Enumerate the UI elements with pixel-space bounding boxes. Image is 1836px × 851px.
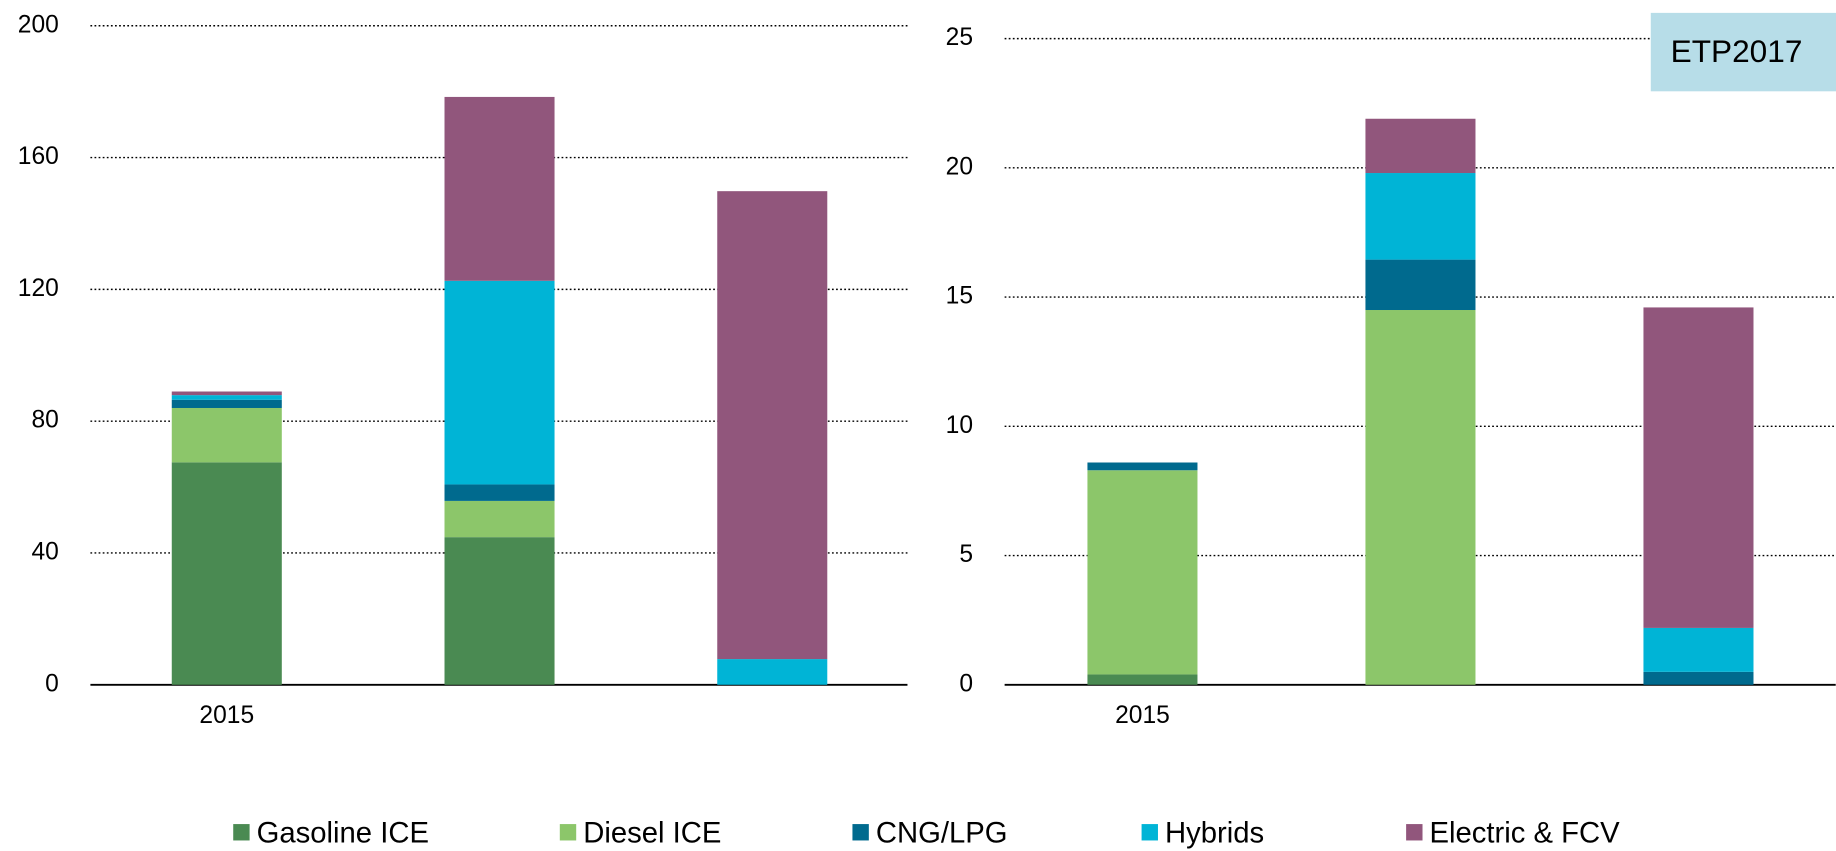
legend-label: Hybrids	[1165, 817, 1264, 849]
bar-segment: Electric & FCV	[1643, 307, 1754, 628]
x-tick-label: 2015	[199, 702, 254, 729]
bar-segment	[171, 395, 282, 400]
legend-label: Diesel ICE	[583, 817, 721, 849]
x-tick-label: 2015	[1115, 702, 1170, 729]
bar-segment	[444, 484, 555, 501]
legend-label: Gasoline ICE	[257, 817, 429, 849]
bar-segment: Diesel ICE	[1087, 470, 1198, 675]
bar-segment	[171, 399, 282, 408]
bar-segment: CNG/LPG	[1087, 462, 1198, 471]
y-tick-label: 20	[946, 153, 973, 180]
y-tick-label: 40	[31, 538, 58, 565]
y-tick-label: 120	[18, 275, 59, 302]
bar-segment: Gasoline ICE	[1087, 674, 1198, 685]
bar-segment: CNG/LPG	[1643, 671, 1754, 685]
y-tick-label: 0	[45, 670, 59, 697]
legend-swatch	[559, 824, 577, 841]
bar-segment: Hybrids	[1643, 627, 1754, 672]
y-tick-label: 25	[946, 24, 973, 51]
legend-label: CNG/LPG	[876, 817, 1008, 849]
legend-swatch	[852, 824, 869, 841]
bar-segment	[717, 659, 828, 685]
y-tick-label: 200	[18, 11, 59, 38]
bar-segment	[717, 191, 828, 660]
bar-segment	[444, 280, 555, 485]
annotation-box	[1650, 12, 1836, 92]
y-tick-label: 10	[946, 412, 973, 439]
legend-label: Electric & FCV	[1430, 817, 1621, 849]
bar-segment	[171, 407, 282, 463]
bar-segment: Hybrids	[1365, 173, 1476, 260]
y-tick-label: 160	[18, 143, 59, 170]
y-tick-label: 80	[31, 407, 58, 434]
legend-swatch	[1141, 824, 1158, 841]
legend-swatch	[1406, 824, 1423, 841]
annotation: ETP2017	[1671, 33, 1803, 69]
bar-segment	[444, 500, 555, 538]
y-tick-label: 15	[946, 283, 973, 310]
bar-segment	[171, 391, 282, 396]
bar-segment	[171, 462, 282, 685]
bar-segment	[444, 96, 555, 281]
bar-segment: Electric & FCV	[1365, 118, 1476, 174]
legend-swatch	[233, 824, 250, 841]
bar-segment: Diesel ICE	[1365, 310, 1476, 685]
bar-segment: CNG/LPG	[1365, 259, 1476, 311]
y-tick-label: 5	[959, 541, 973, 568]
y-tick-label: 0	[959, 670, 973, 697]
bar-segment	[444, 537, 555, 685]
